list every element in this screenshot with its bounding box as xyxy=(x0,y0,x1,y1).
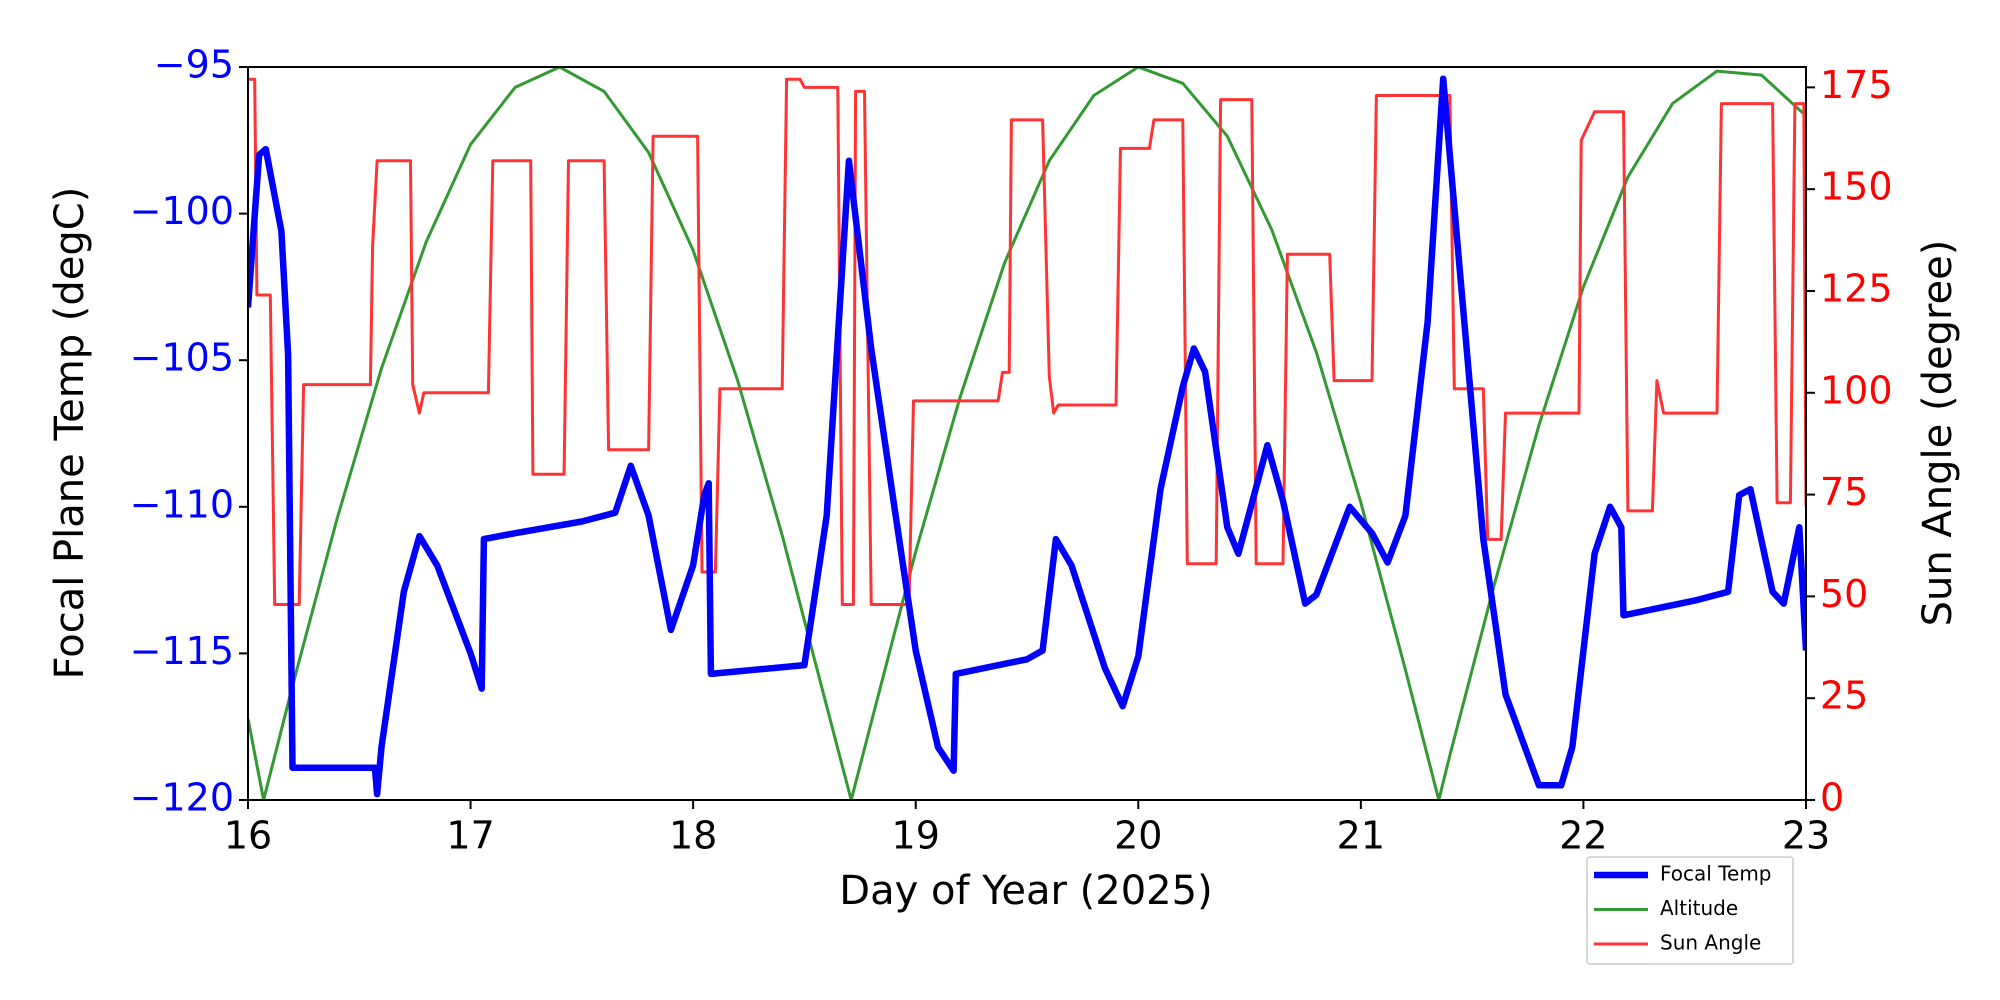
x-tick-label: 21 xyxy=(1337,814,1385,858)
x-tick-label: 19 xyxy=(892,814,940,858)
legend-label: Sun Angle xyxy=(1660,931,1761,955)
x-tick-label: 22 xyxy=(1559,814,1607,858)
y2-tick-label: 50 xyxy=(1820,572,1868,616)
y2-axis-label: Sun Angle (degree) xyxy=(1915,240,1961,627)
series-line xyxy=(248,75,1806,798)
y-tick-label: −105 xyxy=(130,336,234,380)
x-tick-label: 20 xyxy=(1114,814,1162,858)
y2-tick-label: 75 xyxy=(1820,470,1868,514)
legend-box xyxy=(1586,856,1794,965)
plot-lines xyxy=(248,67,1806,800)
series-line xyxy=(248,77,1806,606)
x-tick-label: 16 xyxy=(224,814,272,858)
y2-tick-label: 25 xyxy=(1820,674,1868,718)
x-tick-label: 23 xyxy=(1782,814,1830,858)
x-tick-label: 17 xyxy=(446,814,494,858)
plot-frame xyxy=(247,66,1807,801)
x-tick-label: 18 xyxy=(669,814,717,858)
y-tick-label: −120 xyxy=(130,776,234,820)
y2-tick-label: 100 xyxy=(1820,368,1893,412)
y-tick-label: −110 xyxy=(130,482,234,526)
y-tick-label: −115 xyxy=(130,629,234,673)
x-axis-label: Day of Year (2025) xyxy=(839,868,1212,914)
y-tick-label: −100 xyxy=(130,189,234,233)
y-axis-label: Focal Plane Temp (degC) xyxy=(47,187,93,680)
y2-tick-label: 175 xyxy=(1820,63,1893,107)
y-tick-label: −95 xyxy=(154,43,234,87)
series-line xyxy=(248,67,1806,800)
y2-tick-label: 0 xyxy=(1820,776,1844,820)
legend-label: Focal Temp xyxy=(1660,862,1772,886)
y2-tick-label: 150 xyxy=(1820,165,1893,209)
legend-label: Altitude xyxy=(1660,896,1738,920)
y2-tick-label: 125 xyxy=(1820,266,1893,310)
